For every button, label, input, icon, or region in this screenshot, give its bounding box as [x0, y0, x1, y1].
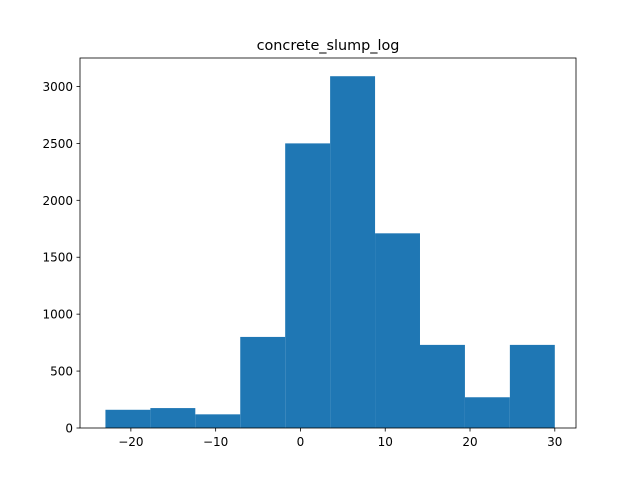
histogram-bar-3 [240, 336, 286, 428]
bars-group [105, 76, 555, 428]
y-tick-label: 0 [65, 422, 73, 436]
histogram-bar-0 [105, 409, 151, 428]
x-tick-label: 0 [297, 435, 305, 449]
chart-title: concrete_slump_log [257, 38, 400, 54]
x-axis: −20 −10 0 10 20 30 [118, 428, 562, 449]
y-tick-label: 500 [50, 365, 73, 379]
histogram-bar-8 [464, 397, 510, 428]
plot-frame [79, 57, 577, 429]
y-tick-label: 2500 [42, 137, 73, 151]
histogram-bar-4 [285, 143, 331, 428]
histogram-bar-9 [509, 344, 555, 428]
histogram-bar-7 [419, 344, 465, 428]
y-tick-label: 3000 [42, 80, 73, 94]
y-tick-label: 1000 [42, 308, 73, 322]
y-tick-label: 1500 [42, 251, 73, 265]
histogram-bar-2 [195, 414, 241, 428]
x-tick-label: 20 [462, 435, 477, 449]
y-axis: 0 500 1000 1500 2000 2500 3000 [42, 80, 80, 436]
x-tick-label: 10 [378, 435, 393, 449]
histogram-bar-1 [150, 408, 196, 428]
x-tick-label: −20 [118, 435, 143, 449]
x-tick-label: −10 [203, 435, 228, 449]
histogram-bar-6 [375, 233, 420, 428]
x-tick-label: 30 [547, 435, 562, 449]
y-tick-label: 2000 [42, 194, 73, 208]
histogram-bar-5 [330, 76, 376, 428]
